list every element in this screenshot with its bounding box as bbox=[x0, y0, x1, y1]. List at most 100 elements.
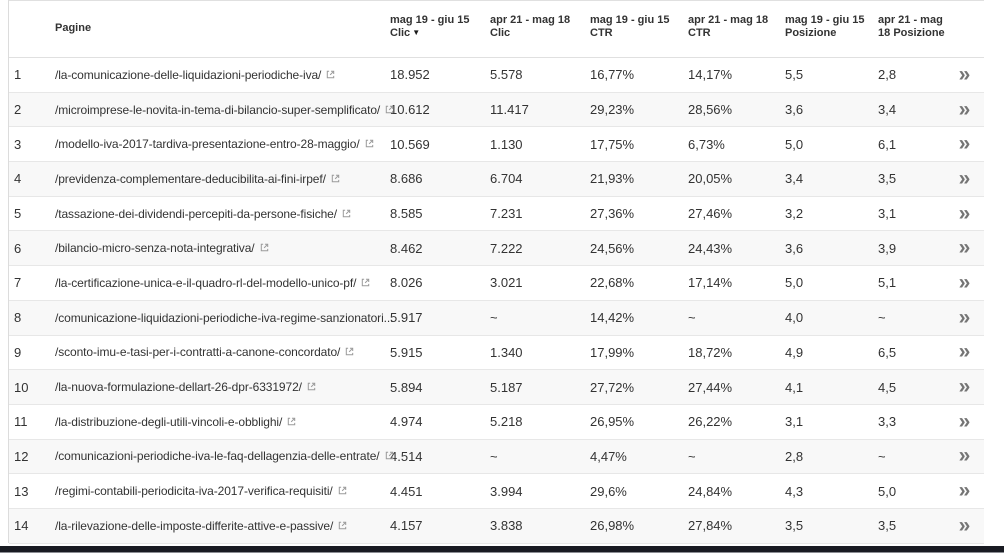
page-url[interactable]: /tassazione-dei-dividendi-percepiti-da-p… bbox=[55, 206, 337, 221]
position-current-value: 2,8 bbox=[785, 448, 804, 464]
page-cell: /previdenza-complementare-deducibilita-a… bbox=[55, 172, 390, 186]
page-url[interactable]: /regimi-contabili-periodicita-iva-2017-v… bbox=[55, 484, 333, 499]
position-previous-value: 5,0 bbox=[878, 483, 897, 499]
expand-row-button[interactable]: » bbox=[945, 515, 984, 536]
table-row[interactable]: 1 /la-comunicazione-delle-liquidazioni-p… bbox=[9, 58, 984, 93]
page-url[interactable]: /bilancio-micro-senza-nota-integrativa/ bbox=[55, 241, 255, 256]
ctr-current-value: 16,77% bbox=[590, 67, 635, 83]
column-metric-label: Clic bbox=[390, 27, 411, 39]
page-cell: /microimprese-le-novita-in-tema-di-bilan… bbox=[55, 102, 394, 117]
position-previous-value: 6,1 bbox=[878, 136, 897, 152]
position-current-value: 3,6 bbox=[785, 240, 804, 256]
page-url[interactable]: /microimprese-le-novita-in-tema-di-bilan… bbox=[55, 102, 381, 117]
clic-current-value: 4.451 bbox=[390, 483, 423, 499]
external-link-icon[interactable] bbox=[337, 520, 348, 534]
position-current-value: 3,4 bbox=[785, 171, 804, 187]
expand-row-button[interactable]: » bbox=[945, 64, 984, 85]
expand-row-button[interactable]: » bbox=[945, 480, 984, 501]
expand-row-button[interactable]: » bbox=[945, 376, 984, 397]
table-row[interactable]: 12 /comunicazioni-periodiche-iva-le-faq-… bbox=[9, 439, 984, 475]
expand-row-button[interactable]: » bbox=[945, 237, 984, 258]
position-previous-value: 6,5 bbox=[878, 344, 897, 360]
sort-desc-icon[interactable]: ▼ bbox=[412, 28, 421, 37]
row-rank: 11 bbox=[14, 414, 28, 430]
page-url[interactable]: /sconto-imu-e-tasi-per-i-contratti-a-can… bbox=[55, 345, 341, 360]
ctr-previous-value: 27,46% bbox=[688, 206, 733, 222]
row-rank: 9 bbox=[14, 344, 22, 360]
page-cell: /comunicazione-liquidazioni-periodiche-i… bbox=[55, 310, 394, 325]
position-current-value: 5,0 bbox=[785, 136, 804, 152]
ctr-current-value: 29,23% bbox=[590, 102, 635, 118]
expand-row-button[interactable]: » bbox=[945, 445, 984, 466]
table-row[interactable]: 4 /previdenza-complementare-deducibilita… bbox=[9, 162, 984, 197]
table-row[interactable]: 13 /regimi-contabili-periodicita-iva-201… bbox=[9, 474, 984, 509]
expand-row-button[interactable]: » bbox=[945, 133, 984, 154]
clic-current-value: 8.585 bbox=[390, 206, 423, 222]
external-link-icon[interactable] bbox=[325, 69, 336, 83]
row-rank: 14 bbox=[14, 518, 29, 534]
column-header-clic-current[interactable]: mag 19 - giu 15 Clic ▼ bbox=[390, 1, 490, 40]
page-url[interactable]: /la-distribuzione-degli-utili-vincoli-e-… bbox=[55, 414, 283, 429]
external-link-icon[interactable] bbox=[344, 346, 355, 360]
row-rank: 6 bbox=[14, 240, 22, 256]
column-period-label: apr 21 - mag 18 bbox=[490, 14, 571, 26]
expand-row-button[interactable]: » bbox=[945, 203, 984, 224]
page-url[interactable]: /previdenza-complementare-deducibilita-a… bbox=[55, 171, 326, 186]
expand-row-button[interactable]: » bbox=[945, 272, 984, 293]
page-url[interactable]: /la-certificazione-unica-e-il-quadro-rl-… bbox=[55, 275, 357, 290]
expand-row-button[interactable]: » bbox=[945, 411, 984, 432]
page-url[interactable]: /la-rilevazione-delle-imposte-differite-… bbox=[55, 518, 334, 533]
external-link-icon[interactable] bbox=[337, 485, 348, 499]
row-rank: 7 bbox=[14, 275, 22, 291]
external-link-icon[interactable] bbox=[364, 138, 375, 152]
page-cell: /bilancio-micro-senza-nota-integrativa/ bbox=[55, 241, 390, 255]
expand-row-button[interactable]: » bbox=[945, 307, 984, 328]
page-url[interactable]: /modello-iva-2017-tardiva-presentazione-… bbox=[55, 137, 360, 152]
column-header-clic-previous[interactable]: apr 21 - mag 18 Clic bbox=[490, 1, 590, 40]
page-url[interactable]: /comunicazione-liquidazioni-periodiche-i… bbox=[55, 310, 394, 325]
table-row[interactable]: 10 /la-nuova-formulazione-dellart-26-dpr… bbox=[9, 370, 984, 405]
page-url[interactable]: /la-comunicazione-delle-liquidazioni-per… bbox=[55, 67, 322, 82]
table-row[interactable]: 9 /sconto-imu-e-tasi-per-i-contratti-a-c… bbox=[9, 335, 984, 371]
column-header-position-current[interactable]: mag 19 - giu 15 Posizione bbox=[785, 1, 878, 40]
column-period-label: mag 19 - giu 15 bbox=[390, 14, 470, 26]
page-url[interactable]: /comunicazioni-periodiche-iva-le-faq-del… bbox=[55, 449, 380, 464]
panel-left-border bbox=[8, 0, 9, 543]
column-header-position-previous[interactable]: apr 21 - mag 18 Posizione bbox=[878, 1, 945, 40]
ctr-current-value: 29,6% bbox=[590, 483, 627, 499]
table-row[interactable]: 6 /bilancio-micro-senza-nota-integrativa… bbox=[9, 231, 984, 267]
external-link-icon[interactable] bbox=[341, 208, 352, 222]
external-link-icon[interactable] bbox=[360, 277, 371, 291]
table-row[interactable]: 11 /la-distribuzione-degli-utili-vincoli… bbox=[9, 404, 984, 440]
external-link-icon[interactable] bbox=[286, 416, 297, 430]
clic-current-value: 4.974 bbox=[390, 414, 423, 430]
expand-row-button[interactable]: » bbox=[945, 99, 984, 120]
table-row[interactable]: 7 /la-certificazione-unica-e-il-quadro-r… bbox=[9, 266, 984, 301]
clic-previous-value: 5.187 bbox=[490, 379, 523, 395]
external-link-icon[interactable] bbox=[384, 104, 395, 118]
column-header-ctr-previous[interactable]: apr 21 - mag 18 CTR bbox=[688, 1, 785, 40]
external-link-icon[interactable] bbox=[384, 450, 395, 464]
external-link-icon[interactable] bbox=[259, 242, 270, 256]
clic-previous-value: 3.021 bbox=[490, 275, 523, 291]
external-link-icon[interactable] bbox=[306, 381, 317, 395]
table-row[interactable]: 8 /comunicazione-liquidazioni-periodiche… bbox=[9, 300, 984, 336]
external-link-icon[interactable] bbox=[330, 173, 341, 187]
position-current-value: 5,5 bbox=[785, 67, 804, 83]
table-row[interactable]: 2 /microimprese-le-novita-in-tema-di-bil… bbox=[9, 92, 984, 128]
expand-row-button[interactable]: » bbox=[945, 168, 984, 189]
position-current-value: 3,1 bbox=[785, 414, 804, 430]
clic-current-value: 18.952 bbox=[390, 67, 430, 83]
column-header-ctr-current[interactable]: mag 19 - giu 15 CTR bbox=[590, 1, 688, 40]
ctr-current-value: 21,93% bbox=[590, 171, 635, 187]
clic-current-value: 5.915 bbox=[390, 344, 423, 360]
column-metric-label: CTR bbox=[590, 27, 613, 39]
page-url[interactable]: /la-nuova-formulazione-dellart-26-dpr-63… bbox=[55, 380, 302, 395]
page-cell: /sconto-imu-e-tasi-per-i-contratti-a-can… bbox=[55, 345, 390, 359]
ctr-previous-value: 18,72% bbox=[688, 344, 733, 360]
table-row[interactable]: 5 /tassazione-dei-dividendi-percepiti-da… bbox=[9, 196, 984, 232]
table-row[interactable]: 3 /modello-iva-2017-tardiva-presentazion… bbox=[9, 127, 984, 163]
expand-row-button[interactable]: » bbox=[945, 341, 984, 362]
table-row[interactable]: 14 /la-rilevazione-delle-imposte-differi… bbox=[9, 508, 984, 544]
